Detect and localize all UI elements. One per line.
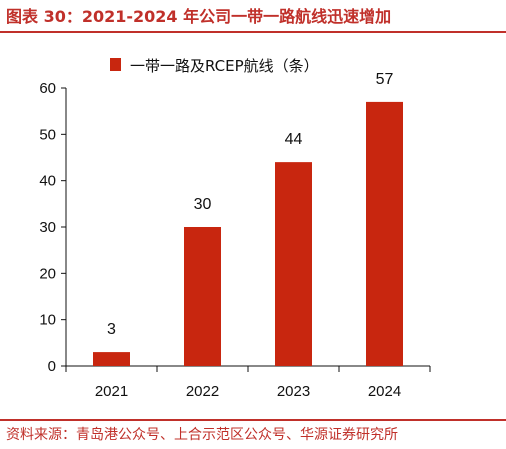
- bar-2021: [93, 352, 130, 366]
- y-tick-label: 50: [39, 126, 56, 143]
- axes: 0 10 20 30 40 50 60 2021 2022 2023 2024: [39, 80, 431, 400]
- title-rule: [0, 31, 506, 33]
- y-tick-label: 30: [39, 219, 56, 236]
- x-tick-label: 2024: [368, 383, 401, 400]
- bar-2024: [366, 101, 403, 367]
- data-label-2022: 30: [194, 196, 212, 213]
- x-tick-label: 2022: [186, 383, 219, 400]
- bar-2022: [184, 227, 221, 366]
- source-rule: [0, 419, 506, 421]
- legend: 一带一路及RCEP航线（条）: [110, 57, 319, 75]
- data-labels: 3 30 44 57: [107, 71, 393, 338]
- bars: [93, 101, 403, 367]
- x-tick-label: 2023: [277, 383, 310, 400]
- data-label-2023: 44: [285, 131, 303, 148]
- source-note: 资料来源：青岛港公众号、上合示范区公众号、华源证券研究所: [6, 427, 398, 443]
- y-tick-label: 40: [39, 173, 56, 190]
- legend-label: 一带一路及RCEP航线（条）: [130, 57, 319, 75]
- bar-2023: [275, 162, 312, 366]
- chart-title: 图表 30：2021-2024 年公司一带一路航线迅速增加: [6, 7, 392, 26]
- bar-chart: 一带一路及RCEP航线（条） 0 10 20 30 40 50 60 2021 2022 2023…: [39, 57, 431, 400]
- y-tick-label: 60: [39, 80, 56, 97]
- y-tick-label: 10: [39, 312, 56, 329]
- data-label-2021: 3: [107, 321, 116, 338]
- data-label-2024: 57: [376, 71, 394, 88]
- y-tick-label: 0: [48, 358, 56, 375]
- y-tick-label: 20: [39, 265, 56, 282]
- legend-swatch: [110, 58, 121, 71]
- x-tick-label: 2021: [95, 383, 128, 400]
